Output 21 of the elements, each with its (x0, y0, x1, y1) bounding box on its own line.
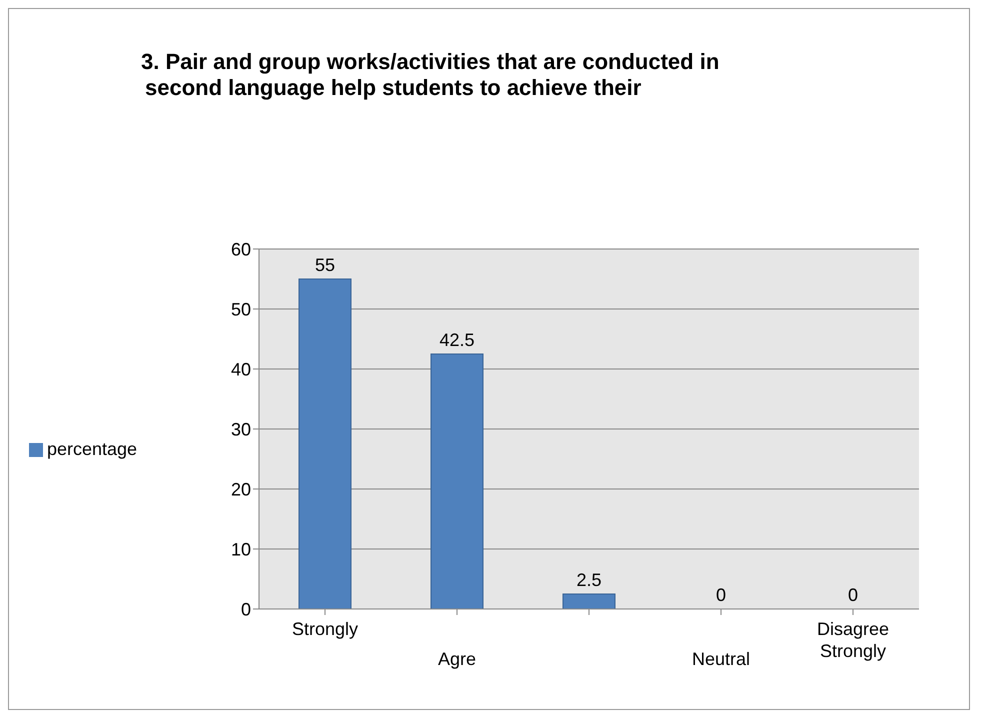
data-label: 55 (314, 255, 336, 275)
y-tick-label: 60 (230, 239, 251, 260)
bar (562, 594, 616, 609)
x-tick-label: Agre (438, 649, 476, 669)
bar (430, 354, 484, 609)
data-label: 42.5 (439, 330, 475, 350)
data-label: 0 (848, 585, 858, 605)
y-tick-label: 20 (230, 479, 251, 500)
y-tick-label: 50 (230, 299, 251, 320)
y-tick-label: 40 (230, 359, 251, 380)
bar (298, 278, 352, 609)
legend-label: percentage (47, 438, 138, 458)
y-tick-label: 0 (240, 599, 251, 620)
x-tick-label: Disagree Strongly (816, 619, 890, 661)
data-label: 2.5 (576, 570, 602, 590)
data-label: 0 (716, 585, 726, 605)
chart-title: 3. Pair and group works/activities that are conducted in second language help students to achieve their (141, 49, 720, 101)
x-tick-label: Neutral (692, 649, 750, 669)
x-tick-label: Strongly (292, 619, 358, 639)
y-tick-label: 10 (230, 539, 251, 560)
y-tick-label: 30 (230, 419, 251, 440)
